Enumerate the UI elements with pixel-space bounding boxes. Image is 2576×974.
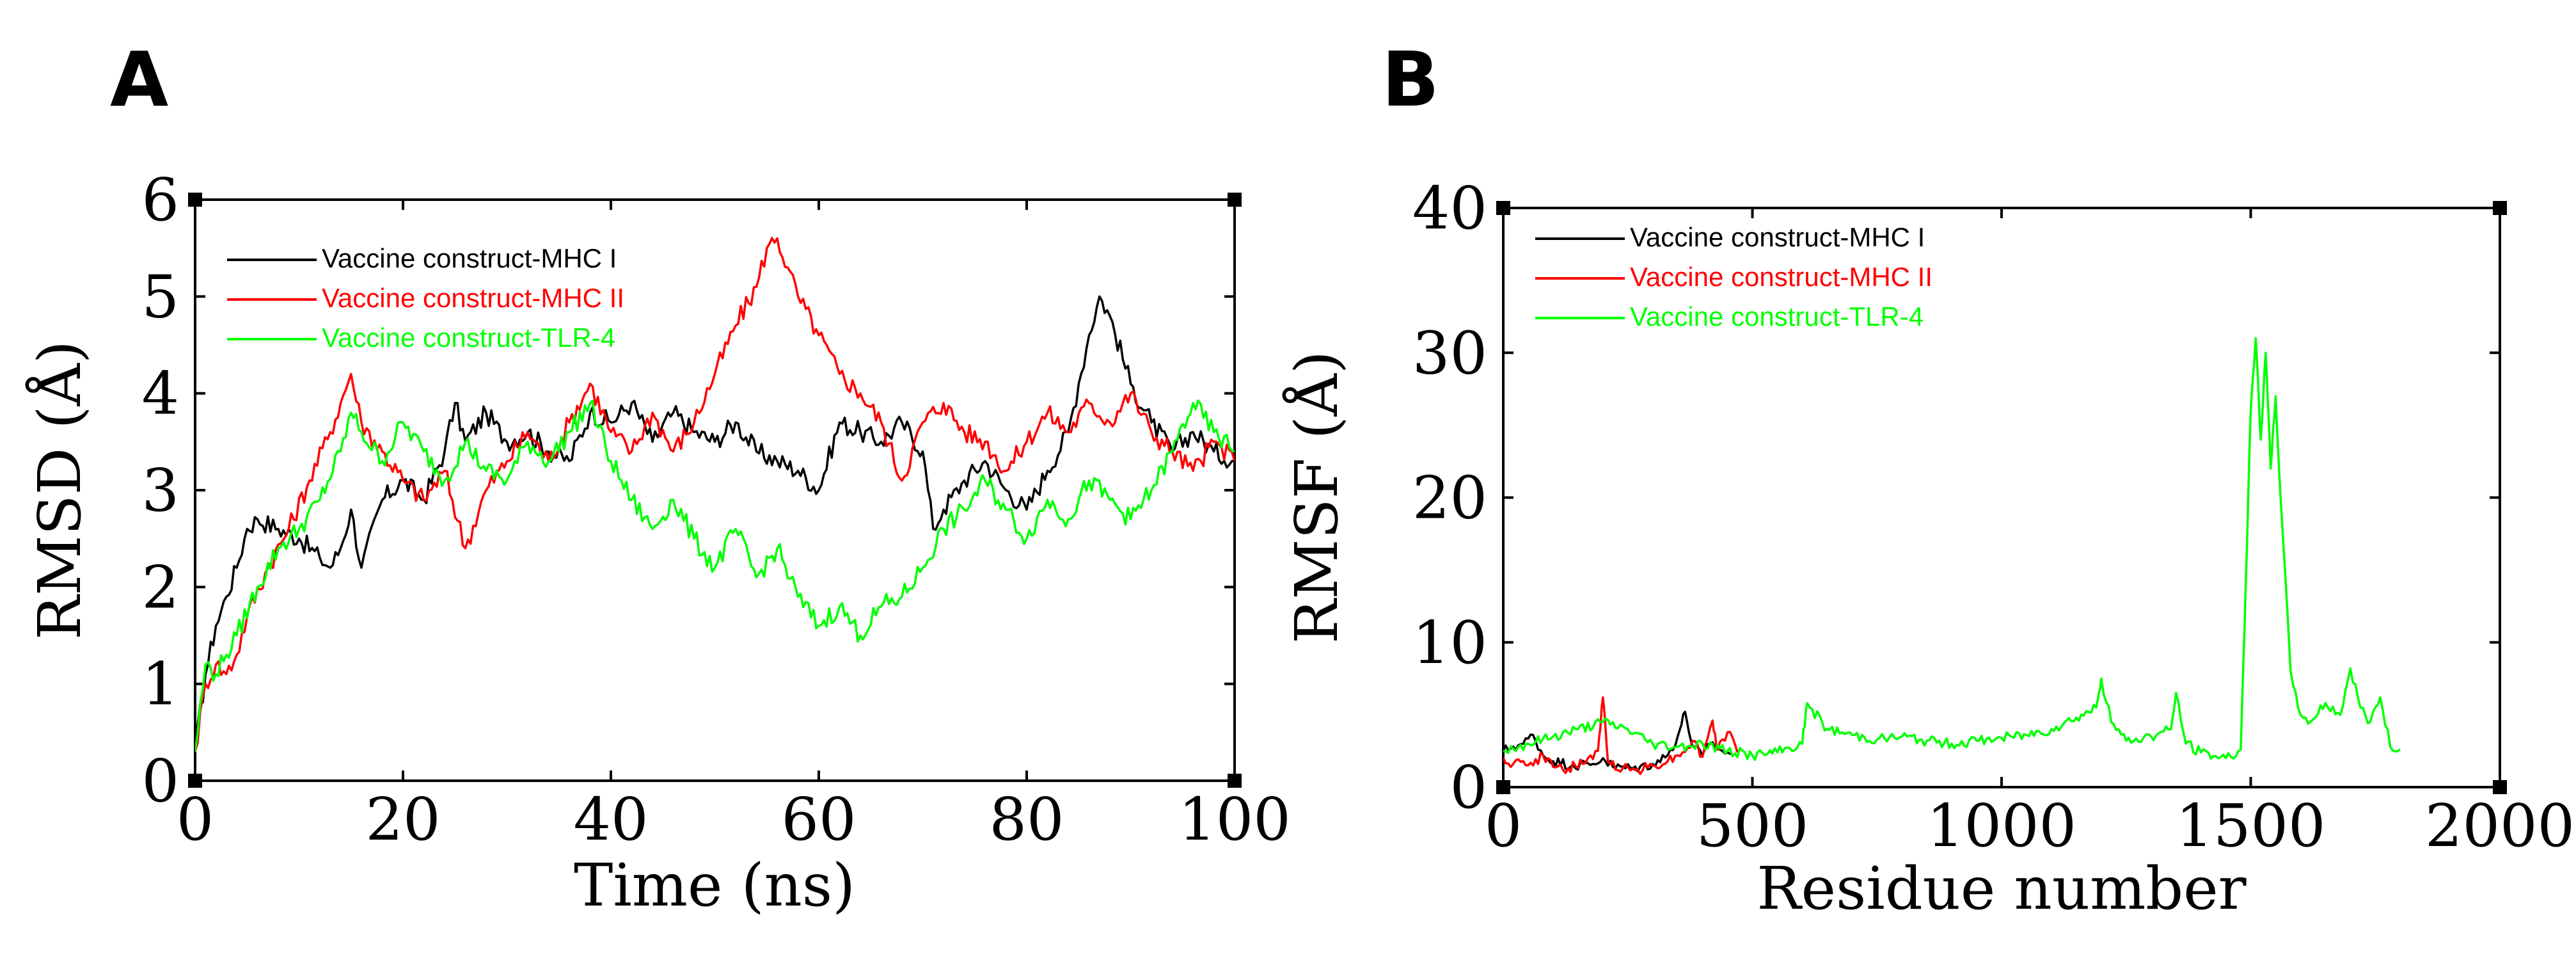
panel-letter: A [110,35,168,124]
x-tick-label: 0 [1485,792,1522,860]
x-tick-label: 500 [1696,792,1809,860]
y-tick-label: 0 [1450,753,1487,822]
x-tick-label: 1500 [2176,792,2325,860]
legend: Vaccine construct-MHC I Vaccine construct… [1535,222,1932,331]
x-tick-label: 80 [989,785,1064,854]
legend-label: Vaccine construct-TLR-4 [1630,301,1924,331]
x-tick-label: 1000 [1927,792,2076,860]
x-axis-title: Residue number [1757,854,2246,923]
y-axis-title: RMSF (Å) [1282,351,1351,644]
x-tick-label: 0 [177,785,214,854]
series-line-2 [1503,337,2401,762]
y-tick-label: 5 [141,262,179,331]
series-line-1 [1503,696,1739,776]
legend-label: Vaccine construct-TLR-4 [322,323,615,353]
y-tick-label: 20 [1412,464,1487,532]
legend-label: Vaccine construct-MHC II [322,283,624,313]
x-tick-label: 60 [781,785,856,854]
plot-frame [1502,207,2501,788]
legend-label: Vaccine construct-MHC I [1630,222,1925,252]
x-tick-label: 100 [1178,785,1291,854]
series-line-1 [195,237,1235,753]
x-axis: 0 20 40 60 80 100 [177,200,1291,854]
y-tick-label: 40 [1412,174,1487,243]
x-axis: 0 500 1000 1500 2000 [1485,208,2575,860]
panel-letter: B [1382,35,1439,124]
legend-label: Vaccine construct-MHC I [322,243,617,273]
y-axis: 0 1 2 3 4 5 6 [141,166,1235,815]
legend-label: Vaccine construct-MHC II [1630,262,1932,292]
y-tick-label: 10 [1412,609,1487,677]
series-line-2 [195,399,1235,752]
x-tick-label: 20 [365,785,440,854]
x-tick-label: 40 [573,785,648,854]
legend: Vaccine construct-MHC I Vaccine construct… [227,243,624,353]
y-tick-label: 6 [141,166,179,234]
y-tick-label: 2 [141,553,179,621]
y-tick-label: 4 [141,360,179,428]
series-line-0 [195,295,1235,752]
y-tick-label: 30 [1412,319,1487,387]
y-tick-label: 1 [141,650,179,719]
x-axis-title: Time (ns) [574,851,855,920]
y-axis-title: RMSD (Å) [25,340,94,640]
panel-a: A 0 20 40 60 80 100 0 1 2 3 4 5 6 Time (ns) RMSD (Å) Vac… [25,35,1291,920]
panel-b: B 0 500 1000 1500 2000 0 10 20 30 40 Residue number… [1282,35,2575,923]
x-tick-label: 2000 [2425,792,2575,860]
y-axis: 0 10 20 30 40 [1412,174,2500,822]
y-tick-label: 0 [141,747,179,815]
y-tick-label: 3 [141,456,179,525]
